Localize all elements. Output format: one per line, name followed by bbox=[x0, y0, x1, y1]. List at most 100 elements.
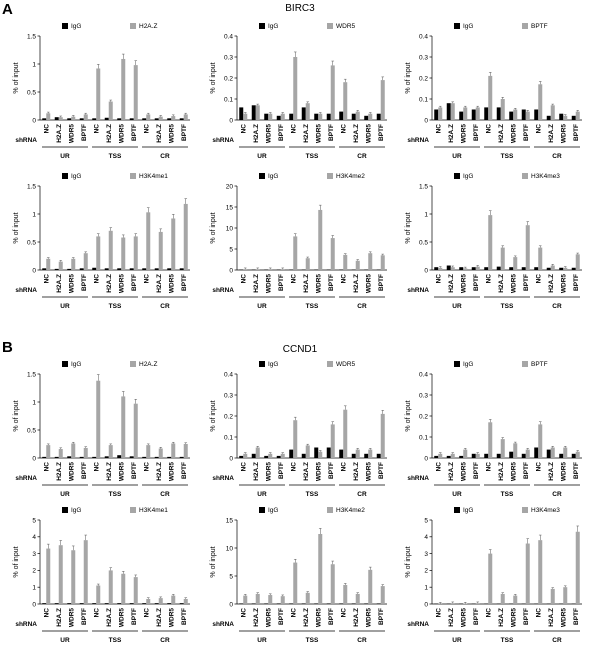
y-tick-label: 0.4 bbox=[419, 33, 428, 40]
group-label-ur: UR bbox=[257, 153, 267, 160]
y-tick-label: 1.5 bbox=[27, 33, 36, 40]
bar-h3k4me2 bbox=[305, 258, 310, 270]
x-tick-label: WDR5 bbox=[460, 462, 467, 482]
bar-igg bbox=[534, 267, 539, 270]
x-tick-label: NC bbox=[143, 124, 150, 134]
x-tick-label: WDR5 bbox=[168, 124, 175, 144]
shrna-label: shRNA bbox=[407, 287, 429, 294]
y-tick-label: 3 bbox=[424, 551, 428, 558]
panel-letter-a: A bbox=[2, 1, 13, 18]
y-tick-label: 15 bbox=[226, 517, 234, 524]
y-tick-label: 0.1 bbox=[224, 96, 233, 103]
x-tick-label: WDR5 bbox=[315, 608, 322, 628]
bar-h3k4me3 bbox=[563, 267, 568, 270]
x-tick-label: H2A.Z bbox=[253, 608, 260, 627]
x-tick-label: H2A.Z bbox=[253, 462, 260, 481]
bar-h2a-z bbox=[133, 403, 138, 458]
bar-h3k4me1 bbox=[46, 548, 51, 604]
bar-igg bbox=[326, 113, 331, 120]
x-tick-label: BPTF bbox=[328, 274, 335, 291]
y-tick-label: 0.5 bbox=[419, 239, 428, 246]
bar-h3k4me3 bbox=[550, 265, 555, 270]
x-tick-label: WDR5 bbox=[365, 274, 372, 294]
x-tick-label: WDR5 bbox=[365, 462, 372, 482]
y-tick-label: 0.3 bbox=[419, 392, 428, 399]
chart-a-bptf: 0 0.1 0.2 0.3 0.4 % of input IgG BPTF NC H2A.Z WDR… bbox=[405, 23, 582, 160]
bar-igg bbox=[92, 603, 97, 604]
bar-igg bbox=[79, 456, 84, 458]
bar-h3k4me2 bbox=[355, 260, 360, 270]
y-tick-label: 0.5 bbox=[27, 239, 36, 246]
bar-igg bbox=[179, 118, 184, 120]
bar-h2a-z bbox=[183, 114, 188, 120]
bar-igg bbox=[129, 118, 134, 120]
bar-wdr5 bbox=[293, 420, 298, 458]
x-tick-label: NC bbox=[43, 462, 50, 472]
bar-igg bbox=[571, 115, 576, 120]
bar-h2a-z bbox=[146, 445, 151, 458]
bar-h3k4me1 bbox=[58, 261, 63, 270]
group-label-tss: TSS bbox=[306, 153, 319, 160]
legend-label-igg: IgG bbox=[463, 173, 473, 180]
y-axis-label: % of input bbox=[13, 546, 20, 577]
legend-label-igg: IgG bbox=[268, 507, 278, 514]
bar-h3k4me2 bbox=[330, 564, 335, 604]
group-label-tss: TSS bbox=[306, 637, 319, 644]
legend-label-target: WDR5 bbox=[336, 23, 356, 30]
legend-swatch-igg bbox=[454, 507, 460, 513]
bar-igg bbox=[534, 447, 539, 458]
group-label-ur: UR bbox=[60, 637, 70, 644]
bar-igg bbox=[117, 118, 122, 120]
x-tick-label: WDR5 bbox=[118, 124, 125, 144]
x-tick-label: BPTF bbox=[131, 462, 138, 479]
bar-h3k4me3 bbox=[475, 266, 480, 270]
bar-bptf bbox=[475, 453, 480, 458]
bar-igg bbox=[534, 109, 539, 120]
bar-bptf bbox=[500, 99, 505, 120]
y-tick-label: 5 bbox=[32, 517, 36, 524]
x-tick-label: H2A.Z bbox=[303, 124, 310, 143]
legend-swatch-igg bbox=[62, 507, 68, 513]
bar-igg bbox=[104, 268, 109, 270]
bar-igg bbox=[167, 456, 172, 458]
x-tick-label: WDR5 bbox=[68, 462, 75, 482]
legend-label-target: WDR5 bbox=[336, 361, 356, 368]
bar-h3k4me1 bbox=[183, 203, 188, 270]
x-tick-label: NC bbox=[485, 462, 492, 472]
legend-label-igg: IgG bbox=[71, 507, 81, 514]
x-tick-label: BPTF bbox=[523, 608, 530, 625]
y-tick-label: 1 bbox=[32, 585, 36, 592]
x-tick-label: H2A.Z bbox=[56, 608, 63, 627]
bar-igg bbox=[142, 118, 147, 120]
y-axis-label: % of input bbox=[13, 212, 20, 243]
legend-swatch-target bbox=[522, 23, 528, 29]
x-tick-label: H2A.Z bbox=[253, 124, 260, 143]
group-label-cr: CR bbox=[552, 303, 562, 310]
x-tick-label: WDR5 bbox=[510, 462, 517, 482]
bar-igg bbox=[179, 268, 184, 270]
bar-igg bbox=[92, 456, 97, 458]
y-tick-label: 1.5 bbox=[27, 371, 36, 378]
bar-igg bbox=[559, 113, 564, 120]
x-tick-label: BPTF bbox=[378, 124, 385, 141]
y-tick-label: 1 bbox=[32, 211, 36, 218]
bar-igg bbox=[142, 603, 147, 604]
bar-igg bbox=[92, 267, 97, 270]
bar-wdr5 bbox=[280, 453, 285, 458]
y-tick-label: 0.3 bbox=[224, 54, 233, 61]
bar-bptf bbox=[488, 422, 493, 458]
chart-a-h3k4me3: 0 0.5 1 1.5 % of input IgG H3K4me3 NC H2A.Z WDR5 B… bbox=[405, 173, 582, 310]
bar-igg bbox=[496, 107, 501, 120]
x-tick-label: H2A.Z bbox=[498, 274, 505, 293]
legend-swatch-target bbox=[130, 23, 136, 29]
group-label-cr: CR bbox=[160, 153, 170, 160]
x-tick-label: BPTF bbox=[378, 274, 385, 291]
bar-igg bbox=[471, 267, 476, 270]
x-tick-label: WDR5 bbox=[460, 608, 467, 628]
bar-h3k4me3 bbox=[563, 587, 568, 604]
bar-bptf bbox=[563, 447, 568, 458]
bar-igg bbox=[67, 268, 72, 270]
bar-igg bbox=[154, 268, 159, 270]
bar-h3k4me3 bbox=[513, 595, 518, 604]
y-tick-label: 0.5 bbox=[27, 89, 36, 96]
